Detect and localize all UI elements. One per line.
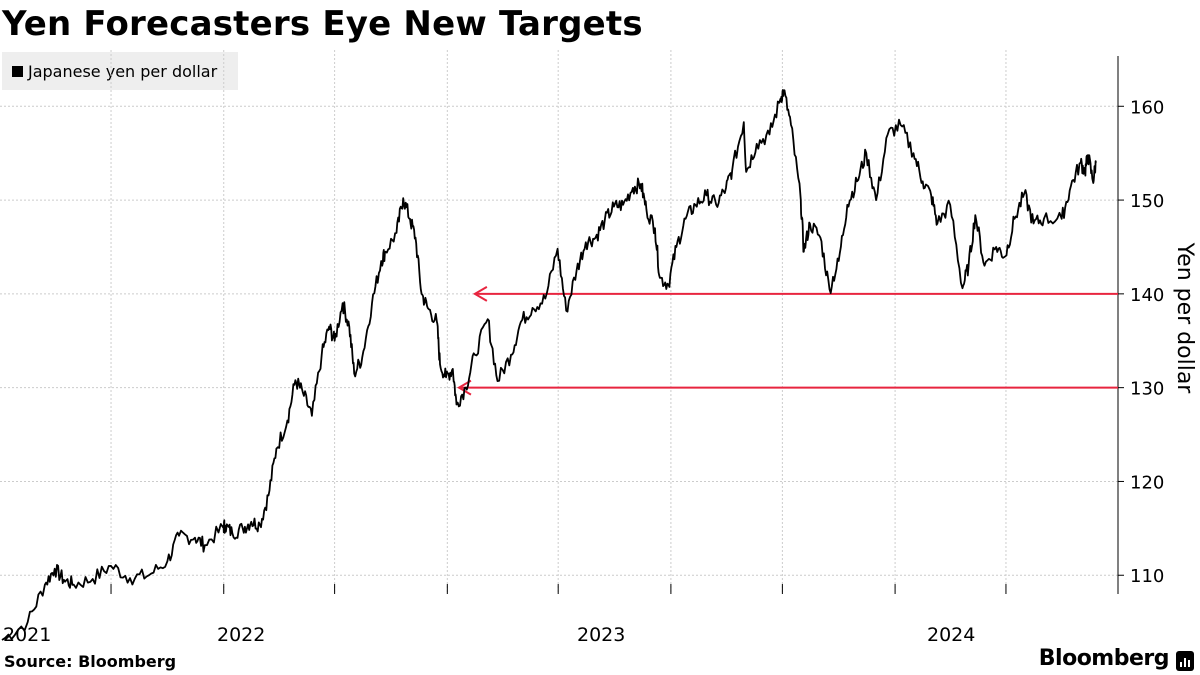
legend-swatch bbox=[12, 65, 23, 77]
legend: Japanese yen per dollar bbox=[2, 52, 238, 90]
y-tick-label: 150 bbox=[1130, 191, 1164, 212]
series bbox=[1, 89, 1097, 641]
target-annotations bbox=[456, 285, 1118, 396]
chart-title: Yen Forecasters Eye New Targets bbox=[2, 4, 643, 44]
grid bbox=[0, 50, 1118, 594]
x-tick-label: 2021 bbox=[3, 624, 51, 646]
x-tick-label: 2024 bbox=[927, 624, 975, 646]
x-axis: 2021 2022 2023 2024 bbox=[3, 584, 1007, 646]
bar-chart-icon bbox=[1176, 651, 1194, 671]
y-tick-label: 160 bbox=[1130, 97, 1164, 118]
brand-logo: Bloomberg bbox=[1038, 646, 1170, 671]
target-arrowhead bbox=[472, 285, 488, 302]
y-tick-label: 110 bbox=[1130, 566, 1164, 587]
y-axis: 110 120 130 140 150 160 bbox=[1117, 56, 1164, 594]
y-tick-label: 140 bbox=[1130, 285, 1164, 306]
x-tick-label: 2022 bbox=[217, 624, 265, 646]
y-tick-label: 130 bbox=[1130, 379, 1164, 400]
x-tick-label: 2023 bbox=[577, 624, 625, 646]
y-tick-label: 120 bbox=[1130, 472, 1164, 493]
legend-label: Japanese yen per dollar bbox=[28, 61, 218, 81]
series-line-japanese-yen-per-dollar bbox=[1, 89, 1097, 641]
target-arrowhead bbox=[456, 379, 472, 396]
y-axis-label: Yen per dollar bbox=[1172, 242, 1197, 395]
source-note: Source: Bloomberg bbox=[4, 652, 177, 671]
